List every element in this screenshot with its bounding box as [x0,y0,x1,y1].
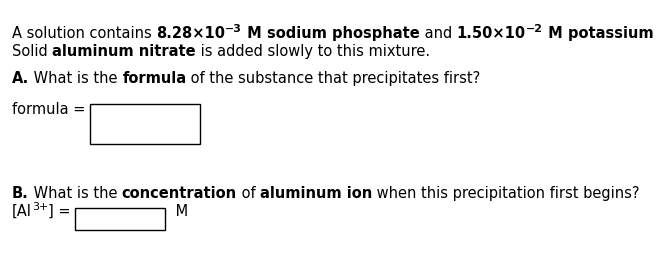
Text: 1.50×10: 1.50×10 [457,26,526,41]
Text: [Al: [Al [12,204,32,219]
Text: A.: A. [12,71,29,86]
Text: formula: formula [122,71,186,86]
Text: M: M [242,26,267,41]
Text: What is the: What is the [29,186,122,201]
Text: sodium phosphate: sodium phosphate [267,26,420,41]
Text: aluminum ion: aluminum ion [261,186,372,201]
Text: What is the: What is the [29,71,122,86]
Text: and: and [420,26,457,41]
Text: formula =: formula = [12,102,90,117]
Text: concentration: concentration [122,186,237,201]
Bar [90,104,200,144]
Text: is added slowly to this mixture.: is added slowly to this mixture. [196,44,430,59]
Text: M: M [543,26,568,41]
Text: −3: −3 [226,24,242,34]
Text: B.: B. [12,186,29,201]
Text: potassium hydroxide: potassium hydroxide [568,26,658,41]
Text: −2: −2 [526,24,543,34]
Text: A solution contains: A solution contains [12,26,157,41]
Text: of: of [237,186,261,201]
Bar [75,208,165,230]
Text: of the substance that precipitates first?: of the substance that precipitates first… [186,71,481,86]
Text: when this precipitation first begins?: when this precipitation first begins? [372,186,640,201]
Text: M: M [171,204,188,219]
Text: aluminum nitrate: aluminum nitrate [53,44,196,59]
Text: ] =: ] = [48,204,75,219]
Text: Solid: Solid [12,44,53,59]
Text: 3+: 3+ [32,202,48,212]
Text: 8.28×10: 8.28×10 [157,26,226,41]
